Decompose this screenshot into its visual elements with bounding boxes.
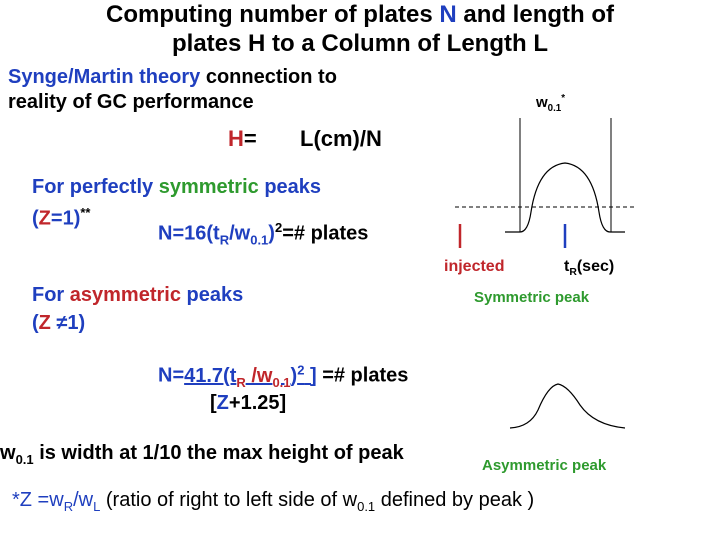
fn-part: (ratio of right to left side of w bbox=[100, 489, 358, 511]
z-symbol: Z bbox=[38, 207, 51, 230]
eq1-part: ) bbox=[268, 222, 275, 245]
equation-symmetric: N=16(tR/w0.1)2=# plates bbox=[158, 220, 368, 248]
w-label-text: w bbox=[536, 94, 548, 111]
retention-time-label: tR(sec) bbox=[564, 258, 614, 278]
symmetric-peak-label: Symmetric peak bbox=[474, 289, 590, 306]
symmetric-peaks-text: For perfectly symmetric peaks (Z=1)** bbox=[32, 175, 321, 232]
equation-asymmetric: N=41.7(tR /w0.1)2 ] =# plates bbox=[158, 362, 408, 390]
def-w: w bbox=[0, 442, 16, 464]
eq2-part: N= bbox=[158, 364, 185, 387]
eq2-part: /w bbox=[245, 364, 273, 387]
w-label-sup: * bbox=[561, 93, 566, 104]
def-sub: 0.1 bbox=[15, 452, 34, 467]
tr-sub: R bbox=[569, 267, 577, 279]
fn-part: defined by peak ) bbox=[375, 489, 535, 511]
tr-unit: (sec) bbox=[576, 258, 615, 275]
theory-text: Synge/Martin theory connection to realit… bbox=[8, 65, 337, 115]
z-value: =1) bbox=[50, 207, 81, 230]
eq1-part: /w bbox=[229, 222, 251, 245]
w-label-sub: 0.1 bbox=[547, 103, 562, 114]
eq2-part: ) bbox=[290, 364, 298, 387]
fn-part: /w bbox=[73, 489, 94, 511]
den-part: +1.25] bbox=[228, 392, 287, 414]
fn-sub: R bbox=[63, 499, 74, 514]
asymmetric-peak-label: Asymmetric peak bbox=[482, 457, 607, 474]
den-z: Z bbox=[216, 392, 229, 414]
theory-name: Synge/Martin theory bbox=[8, 66, 201, 88]
fn-sub: L bbox=[93, 499, 101, 514]
symmetric-peaks: peaks bbox=[258, 176, 322, 198]
symmetric-word: symmetric bbox=[158, 176, 259, 198]
eq2-sub: 0.1 bbox=[272, 374, 291, 390]
fn-part: *Z =w bbox=[12, 489, 64, 511]
asymmetric-peak-curve bbox=[509, 383, 626, 429]
eq1-sub: R bbox=[219, 232, 230, 248]
z-value: ≠1) bbox=[50, 312, 86, 334]
fn-sub: 0.1 bbox=[357, 499, 376, 514]
page-title: Computing number of plates N and length … bbox=[0, 0, 720, 58]
z-paren: ( bbox=[32, 207, 39, 230]
h-equals: = bbox=[243, 126, 257, 151]
theory-line-2: reality of GC performance bbox=[8, 91, 254, 113]
def-rest: is width at 1/10 the max height of peak bbox=[33, 442, 404, 464]
eq2-sup: 2 bbox=[297, 362, 305, 377]
tr-text: t bbox=[564, 258, 570, 275]
z-paren: ( bbox=[32, 312, 39, 334]
eq1-result: =# plates bbox=[282, 222, 369, 245]
eq2-sub: R bbox=[236, 374, 246, 390]
h-equation: H= bbox=[228, 126, 257, 152]
title-text: and length of bbox=[456, 1, 614, 28]
w-label: w0.1* bbox=[536, 93, 565, 114]
eq2-result: =# plates bbox=[316, 364, 409, 387]
den-part: [ bbox=[210, 392, 217, 414]
h-rhs: L(cm)/N bbox=[300, 126, 382, 151]
eq2-part: 41.7(t bbox=[184, 364, 237, 387]
asym-peaks: peaks bbox=[180, 284, 244, 306]
title-text: Computing number of plates bbox=[106, 1, 440, 28]
eq2-numerator: 41.7(tR /w0.1)2 ] bbox=[184, 362, 317, 390]
footnote: *Z =wR/wL (ratio of right to left side o… bbox=[12, 489, 534, 514]
asymmetric-peaks-text: For asymmetric peaks (Z ≠1) bbox=[32, 281, 243, 337]
injected-label: injected bbox=[444, 258, 505, 275]
symmetric-for: For perfectly bbox=[32, 176, 159, 198]
theory-rest: connection to bbox=[200, 66, 337, 88]
z-symbol: Z bbox=[38, 312, 51, 334]
asym-word: asymmetric bbox=[69, 284, 181, 306]
title-n: N bbox=[439, 1, 457, 28]
h-symbol: H bbox=[228, 126, 244, 151]
eq1-sub: 0.1 bbox=[250, 232, 269, 248]
w-definition: w0.1 is width at 1/10 the max height of … bbox=[0, 442, 404, 467]
title-line-2: plates H to a Column of Length L bbox=[172, 30, 548, 57]
eq1-part: N=16(t bbox=[158, 222, 220, 245]
eq2-part: ] bbox=[304, 364, 317, 387]
eq1-sup: 2 bbox=[274, 220, 283, 235]
equation-denominator: [Z+1.25] bbox=[210, 392, 286, 415]
z-footnote-mark: ** bbox=[80, 205, 91, 220]
symmetric-peak-curve bbox=[505, 162, 625, 233]
asym-for: For bbox=[32, 284, 70, 306]
